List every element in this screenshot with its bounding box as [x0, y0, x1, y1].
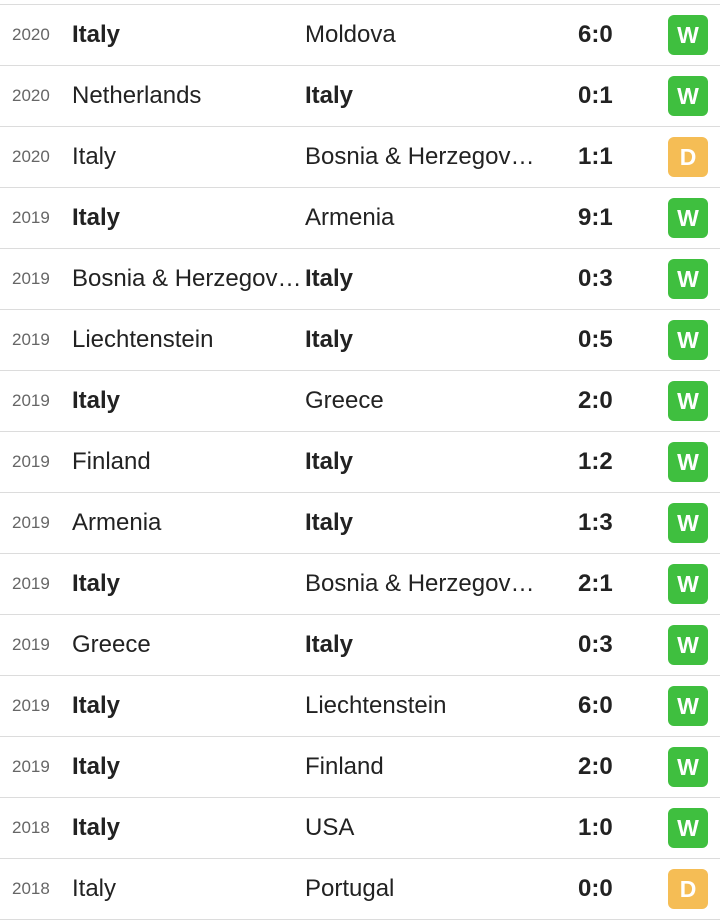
- result-badge: W: [668, 808, 708, 848]
- home-team: Greece: [72, 631, 151, 658]
- away-team: USA: [305, 814, 355, 841]
- match-row[interactable]: 2020 Netherlands Italy 0:1 W: [0, 66, 720, 127]
- result-badge: W: [668, 442, 708, 482]
- home-team: Bosnia & Herzegovina: [72, 265, 304, 292]
- away-team: Moldova: [305, 21, 396, 48]
- match-score: 0:5: [578, 326, 613, 353]
- match-score: 2:0: [578, 387, 613, 414]
- home-team: Italy: [72, 21, 121, 48]
- match-score: 2:1: [578, 570, 613, 597]
- away-team: Liechtenstein: [305, 692, 447, 719]
- result-badge: W: [668, 15, 708, 55]
- home-team: Italy: [72, 753, 121, 780]
- match-score: 1:1: [578, 143, 613, 170]
- match-row[interactable]: 2019 Italy Liechtenstein 6:0 W: [0, 676, 720, 737]
- match-score: 9:1: [578, 204, 613, 231]
- match-year: 2018: [12, 879, 50, 898]
- home-team: Italy: [72, 692, 121, 719]
- away-team: Italy: [305, 265, 354, 292]
- result-badge: W: [668, 198, 708, 238]
- match-row[interactable]: 2019 Italy Greece 2:0 W: [0, 371, 720, 432]
- match-row[interactable]: 2019 Italy Armenia 9:1 W: [0, 188, 720, 249]
- match-score: 6:0: [578, 21, 613, 48]
- away-team: Italy: [305, 326, 354, 353]
- result-badge: W: [668, 503, 708, 543]
- match-row[interactable]: 2019 Greece Italy 0:3 W: [0, 615, 720, 676]
- match-score: 0:0: [578, 875, 613, 902]
- match-score: 2:0: [578, 753, 613, 780]
- match-year: 2020: [12, 25, 50, 44]
- match-year: 2019: [12, 452, 50, 471]
- match-row[interactable]: 2019 Bosnia & Herzegovina Italy 0:3 W: [0, 249, 720, 310]
- away-team: Portugal: [305, 875, 395, 902]
- home-team: Finland: [72, 448, 151, 475]
- match-score: 0:1: [578, 82, 613, 109]
- match-year: 2019: [12, 269, 50, 288]
- match-year: 2019: [12, 574, 50, 593]
- match-year: 2018: [12, 818, 50, 837]
- home-team: Armenia: [72, 509, 162, 536]
- match-year: 2019: [12, 635, 50, 654]
- away-team: Finland: [305, 753, 384, 780]
- home-team: Italy: [72, 387, 121, 414]
- home-team: Italy: [72, 204, 121, 231]
- match-score: 6:0: [578, 692, 613, 719]
- match-row[interactable]: 2018 Italy Portugal 0:0 D: [0, 859, 720, 920]
- match-year: 2019: [12, 208, 50, 227]
- match-score: 1:3: [578, 509, 613, 536]
- home-team: Liechtenstein: [72, 326, 214, 353]
- match-row[interactable]: 2019 Italy Bosnia & Herzegovina 2:1 W: [0, 554, 720, 615]
- result-badge: W: [668, 564, 708, 604]
- match-row[interactable]: 2019 Armenia Italy 1:3 W: [0, 493, 720, 554]
- match-year: 2019: [12, 513, 50, 532]
- away-team: Greece: [305, 387, 384, 414]
- match-row[interactable]: 2019 Italy Finland 2:0 W: [0, 737, 720, 798]
- home-team: Netherlands: [72, 82, 202, 109]
- result-badge: D: [668, 137, 708, 177]
- match-year: 2019: [12, 696, 50, 715]
- result-badge: W: [668, 686, 708, 726]
- result-badge: W: [668, 625, 708, 665]
- away-team: Bosnia & Herzegovina: [305, 570, 539, 597]
- away-team: Bosnia & Herzegovina: [305, 143, 539, 170]
- match-row[interactable]: 2019 Finland Italy 1:2 W: [0, 432, 720, 493]
- home-team: Italy: [72, 814, 121, 841]
- match-list: 2020 Italy Moldova 6:0 W 2020 Netherlands Italy…: [0, 4, 720, 920]
- match-row[interactable]: 2019 Liechtenstein Italy 0:5 W: [0, 310, 720, 371]
- away-team: Italy: [305, 631, 354, 658]
- result-badge: W: [668, 76, 708, 116]
- match-year: 2019: [12, 391, 50, 410]
- away-team: Italy: [305, 509, 354, 536]
- away-team: Armenia: [305, 204, 395, 231]
- match-score: 1:0: [578, 814, 613, 841]
- match-row[interactable]: 2020 Italy Moldova 6:0 W: [0, 5, 720, 66]
- result-badge: W: [668, 747, 708, 787]
- away-team: Italy: [305, 448, 354, 475]
- result-badge: W: [668, 320, 708, 360]
- home-team: Italy: [72, 570, 121, 597]
- match-score: 0:3: [578, 265, 613, 292]
- match-year: 2019: [12, 330, 50, 349]
- match-year: 2020: [12, 147, 50, 166]
- result-badge: W: [668, 259, 708, 299]
- match-score: 1:2: [578, 448, 613, 475]
- home-team: Italy: [72, 143, 117, 170]
- match-row[interactable]: 2018 Italy USA 1:0 W: [0, 798, 720, 859]
- match-row[interactable]: 2020 Italy Bosnia & Herzegovina 1:1 D: [0, 127, 720, 188]
- away-team: Italy: [305, 82, 354, 109]
- result-badge: W: [668, 381, 708, 421]
- home-team: Italy: [72, 875, 117, 902]
- match-score: 0:3: [578, 631, 613, 658]
- result-badge: D: [668, 869, 708, 909]
- match-year: 2020: [12, 86, 50, 105]
- match-year: 2019: [12, 757, 50, 776]
